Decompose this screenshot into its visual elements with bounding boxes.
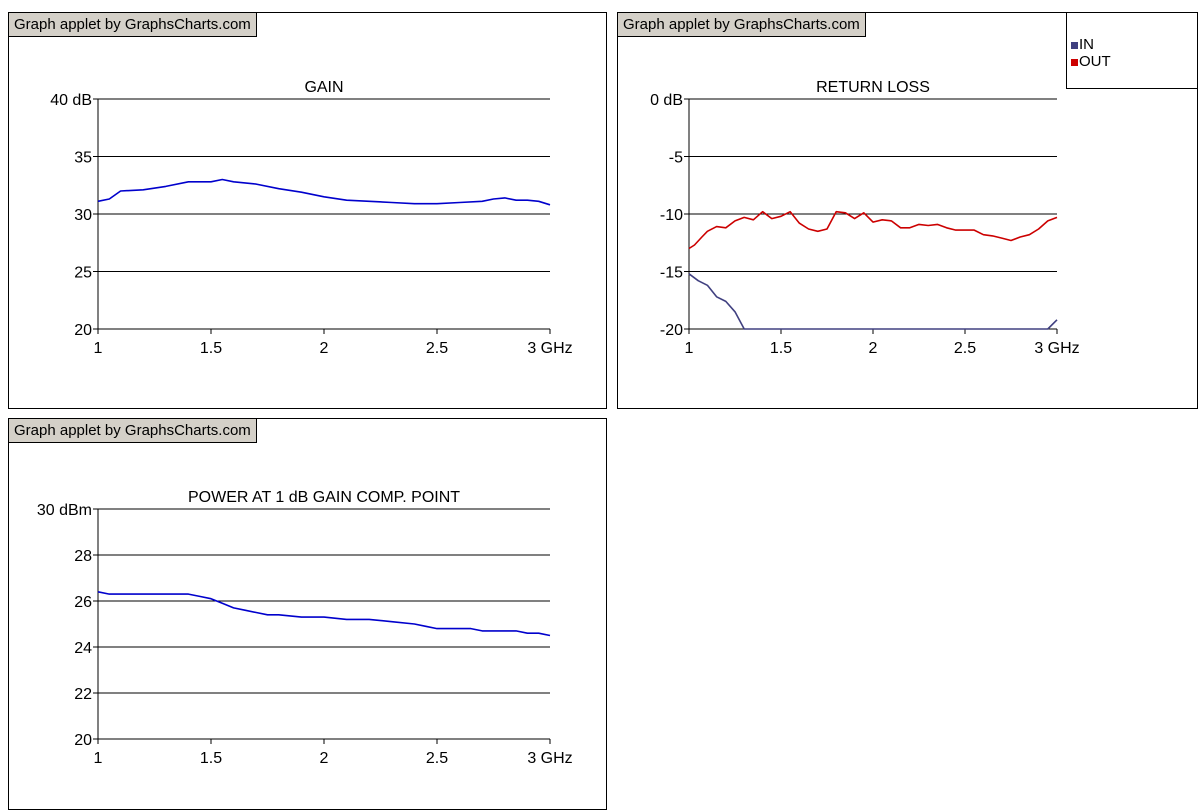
legend-label-out: OUT (1079, 53, 1111, 70)
x-tick-label: 3 GHz (527, 340, 572, 357)
legend-item-out: OUT (1071, 54, 1111, 70)
x-tick-label: 2.5 (954, 340, 976, 357)
x-tick-label: 2.5 (426, 750, 448, 767)
x-tick-label: 1 (685, 340, 694, 357)
x-tick-label: 2 (320, 340, 329, 357)
legend-item-in: IN (1071, 37, 1094, 53)
y-tick-label: 26 (74, 594, 92, 611)
gain-chart: GAIN 20 25 30 35 40 dB 1 1.5 2 2.5 3 GHz (50, 79, 572, 357)
y-tick-label: -5 (669, 150, 683, 167)
x-tick-label: 1.5 (200, 340, 222, 357)
x-tick-label: 3 GHz (527, 750, 572, 767)
y-tick-label: 0 dB (650, 92, 683, 109)
x-tick-label: 3 GHz (1034, 340, 1079, 357)
y-tick-label: 24 (74, 640, 92, 657)
y-tick-label: -10 (660, 207, 683, 224)
x-tick-label: 1.5 (200, 750, 222, 767)
gain-chart-panel: Graph applet by GraphsCharts.com GAIN 20 2… (8, 12, 607, 409)
applet-label[interactable]: Graph applet by GraphsCharts.com (9, 13, 257, 37)
chart-title: RETURN LOSS (816, 79, 930, 96)
series-line-out (688, 210, 1058, 250)
y-tick-label: 30 (74, 207, 92, 224)
x-tick-label: 1.5 (770, 340, 792, 357)
y-tick-label: -20 (660, 322, 683, 339)
x-tick-label: 1 (94, 340, 103, 357)
chart-title: GAIN (304, 79, 343, 96)
chart-title: POWER AT 1 dB GAIN COMP. POINT (188, 489, 460, 506)
return-loss-chart: RETURN LOSS -20 -15 -10 -5 0 dB 1 1.5 2 2.5 3 GHz (650, 79, 1080, 357)
legend-swatch-out (1071, 58, 1078, 66)
applet-label[interactable]: Graph applet by GraphsCharts.com (618, 13, 866, 37)
series-line (97, 591, 551, 637)
y-tick-label: -15 (660, 265, 683, 282)
applet-label[interactable]: Graph applet by GraphsCharts.com (9, 419, 257, 443)
y-tick-label: 40 dB (50, 92, 92, 109)
x-tick-label: 2 (869, 340, 878, 357)
return-loss-legend: IN OUT (1066, 12, 1198, 89)
y-tick-label: 20 (74, 322, 92, 339)
series-line (97, 178, 551, 206)
power-chart-panel: Graph applet by GraphsCharts.com POWER A… (8, 418, 607, 810)
legend-swatch-in (1071, 41, 1078, 49)
y-tick-label: 35 (74, 150, 92, 167)
y-tick-label: 20 (74, 732, 92, 749)
x-tick-label: 2.5 (426, 340, 448, 357)
y-tick-label: 22 (74, 686, 92, 703)
power-chart: POWER AT 1 dB GAIN COMP. POINT 20 22 24 26 28… (37, 489, 573, 767)
x-tick-label: 2 (320, 750, 329, 767)
series-line-in (688, 273, 1058, 330)
y-tick-label: 30 dBm (37, 502, 92, 519)
y-tick-label: 25 (74, 265, 92, 282)
legend-label-in: IN (1079, 36, 1094, 53)
y-tick-label: 28 (74, 548, 92, 565)
x-tick-label: 1 (94, 750, 103, 767)
